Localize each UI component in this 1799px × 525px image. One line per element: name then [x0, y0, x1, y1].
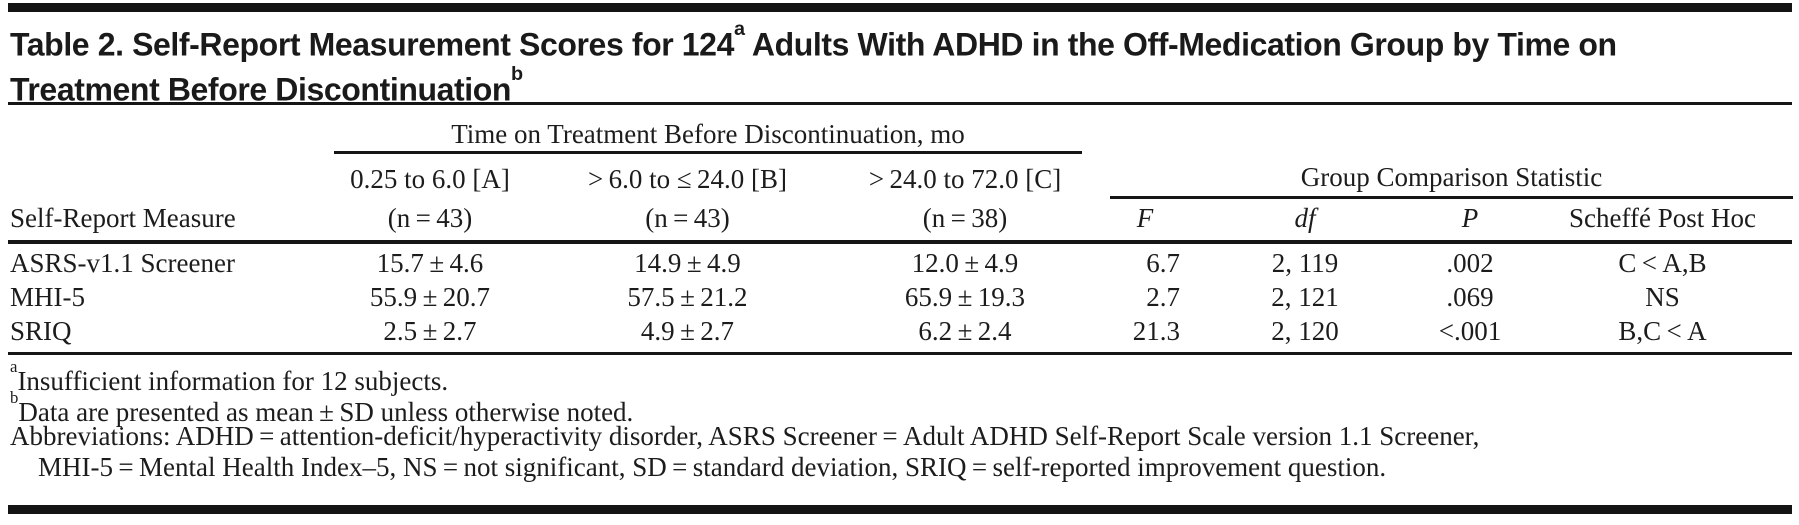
column-header-p: P [1461, 203, 1479, 233]
cell-group-b: 14.9 ± 4.9 [634, 248, 741, 278]
cell-group-a: 15.7 ± 4.6 [376, 248, 484, 278]
footnote-a-text: Insufficient information for 12 subjects… [17, 366, 449, 396]
cell-f-statistic: 2.7 [1146, 282, 1180, 312]
spanner-group-underline [1110, 196, 1793, 199]
cell-group-a: 2.5 ± 2.7 [383, 316, 477, 346]
cell-f-statistic: 21.3 [1132, 316, 1180, 346]
spanner-time-on-treatment: Time on Treatment Before Discontinuation… [451, 119, 965, 149]
cell-measure: SRIQ [10, 316, 72, 346]
cell-f-statistic: 6.7 [1146, 248, 1180, 278]
spanner-time-underline [334, 151, 1082, 154]
footnote-b-marker: b [511, 62, 523, 85]
cell-p-value: .002 [1446, 248, 1494, 278]
cell-p-value: <.001 [1438, 316, 1502, 346]
abbreviations-line-1: Abbreviations: ADHD = attention-deficit/… [10, 421, 1480, 451]
cell-df: 2, 120 [1271, 316, 1339, 346]
footnote-b-text: Data are presented as mean ± SD unless o… [18, 397, 634, 427]
cell-df: 2, 121 [1271, 282, 1339, 312]
column-header-range-b: > 6.0 to ≤ 24.0 [B] [587, 164, 788, 194]
column-header-df: df [1294, 203, 1316, 233]
cell-posthoc: B,C < A [1618, 316, 1707, 346]
title-line1-rest: Adults With ADHD in the Off-Medication G… [744, 26, 1617, 63]
cell-measure: ASRS-v1.1 Screener [10, 248, 235, 278]
table-row: SRIQ 2.5 ± 2.7 4.9 ± 2.7 6.2 ± 2.4 21.3 … [0, 314, 1799, 348]
cell-group-a: 55.9 ± 20.7 [369, 282, 491, 312]
footnote-b: bData are presented as mean ± SD unless … [10, 388, 1794, 427]
column-header-posthoc: Scheffé Post Hoc [1569, 203, 1756, 233]
column-header-f: F [1136, 203, 1154, 233]
column-header-range-a: 0.25 to 6.0 [A] [350, 164, 510, 194]
title-divider-rule [8, 102, 1792, 105]
footnote-a-marker: a [733, 18, 745, 41]
header-divider-rule [8, 240, 1792, 244]
cell-posthoc: NS [1645, 282, 1680, 312]
title-line2-text: Treatment Before Discontinuation [10, 71, 512, 108]
cell-group-c: 6.2 ± 2.4 [918, 316, 1012, 346]
cell-group-b: 57.5 ± 21.2 [627, 282, 748, 312]
cell-group-c: 12.0 ± 4.9 [911, 248, 1019, 278]
column-header-measure: Self-Report Measure [10, 203, 236, 233]
body-divider-rule [8, 352, 1792, 355]
title-line1-text: Table 2. Self-Report Measurement Scores … [10, 26, 734, 63]
table-title: Table 2. Self-Report Measurement Scores … [10, 18, 1794, 108]
footnote-b-marker: b [10, 388, 19, 408]
table-row: MHI-5 55.9 ± 20.7 57.5 ± 21.2 65.9 ± 19.… [0, 280, 1799, 314]
column-header-n-c: (n = 38) [922, 203, 1008, 233]
column-header-n-a: (n = 43) [387, 203, 473, 233]
footnote-a: aInsufficient information for 12 subject… [10, 357, 1794, 396]
cell-df: 2, 119 [1271, 248, 1339, 278]
cell-p-value: .069 [1446, 282, 1494, 312]
footnote-a-marker: a [10, 357, 18, 377]
spanner-group-comparison: Group Comparison Statistic [1300, 162, 1603, 192]
cell-group-b: 4.9 ± 2.7 [640, 316, 735, 346]
cell-posthoc: C < A,B [1618, 248, 1707, 278]
table-row: ASRS-v1.1 Screener 15.7 ± 4.6 14.9 ± 4.9… [0, 246, 1799, 280]
abbreviations-line-2: MHI-5 = Mental Health Index–5, NS = not … [38, 452, 1387, 482]
cell-group-c: 65.9 ± 19.3 [904, 282, 1026, 312]
column-header-n-b: (n = 43) [645, 203, 730, 233]
column-header-range-c: > 24.0 to 72.0 [C] [868, 164, 1062, 194]
bottom-border-bar [8, 505, 1792, 514]
top-border-bar [8, 3, 1792, 12]
cell-measure: MHI-5 [10, 282, 85, 312]
